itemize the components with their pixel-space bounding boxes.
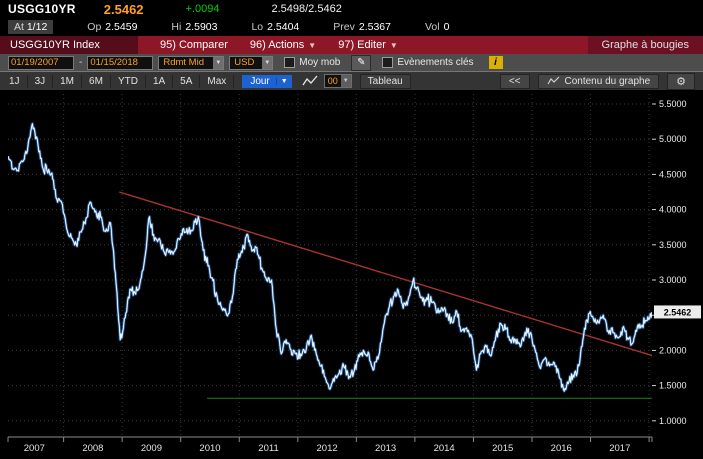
period-3j-button[interactable]: 3J xyxy=(28,74,54,88)
period-max-button[interactable]: Max xyxy=(200,74,235,88)
y-tick-label: 4.5000 xyxy=(659,169,687,179)
price-line-mid xyxy=(8,122,652,393)
overlay-count-dropdown[interactable]: 00 ▼ xyxy=(323,74,352,88)
at-value: 1/12 xyxy=(26,21,48,33)
chart-type-title: Graphe à bougies xyxy=(587,36,703,54)
line-chart-icon xyxy=(302,75,318,86)
period-5a-button[interactable]: 5A xyxy=(173,74,201,88)
annotate-button[interactable]: ✎ xyxy=(351,54,372,71)
chevron-down-icon: ▼ xyxy=(262,56,273,69)
menu-bar: USGG10YR Index 95) Comparer 96) Actions … xyxy=(0,36,703,54)
y-tick-label: 5.0000 xyxy=(659,134,687,144)
x-tick-label: 2016 xyxy=(551,443,572,454)
last-price-badge-label: 2.5462 xyxy=(664,307,692,317)
y-tick-label: 4.0000 xyxy=(659,205,687,215)
x-tick-label: 2007 xyxy=(24,443,45,454)
line-chart-type-button[interactable] xyxy=(300,74,320,88)
date-range-separator: - xyxy=(79,57,83,68)
price-change: +.0094 xyxy=(185,3,220,15)
period-1j-button[interactable]: 1J xyxy=(2,74,28,88)
end-date-input[interactable] xyxy=(87,55,154,70)
moving-average-checkbox[interactable]: Moy mob xyxy=(284,57,340,68)
period-1a-button[interactable]: 1A xyxy=(146,74,174,88)
checkbox-icon xyxy=(382,57,394,68)
pencil-icon: ✎ xyxy=(357,57,366,68)
mini-chart-icon xyxy=(546,76,559,85)
chevron-down-icon: ▼ xyxy=(308,40,317,50)
stat-volume: Vol 0 xyxy=(425,21,450,33)
currency-dropdown[interactable]: USD ▼ xyxy=(229,55,274,70)
chart-settings-toolbar: - Rdmt Mid ▼ USD ▼ Moy mob ✎ Evènements … xyxy=(0,54,703,72)
chart-content-button[interactable]: Contenu du graphe xyxy=(537,73,660,89)
y-tick-label: 1.0000 xyxy=(659,416,687,426)
y-tick-label: 3.5000 xyxy=(659,240,687,250)
stat-open: Op 2.5459 xyxy=(87,21,138,33)
menu-compare[interactable]: 95) Comparer xyxy=(160,39,228,51)
x-tick-label: 2012 xyxy=(317,443,338,454)
gear-icon: ⚙ xyxy=(676,75,686,88)
last-price: 2.5462 xyxy=(103,1,144,17)
collapse-panel-button[interactable]: << xyxy=(499,73,530,89)
chevron-down-icon: ▼ xyxy=(340,75,351,87)
quote-header-row: USGG10YR 2.5462 +.0094 2.5498/2.5462 xyxy=(0,0,703,18)
info-button[interactable]: i xyxy=(488,56,503,69)
x-tick-label: 2017 xyxy=(609,443,630,454)
table-view-button[interactable]: Tableau xyxy=(359,73,411,89)
menu-actions[interactable]: 96) Actions ▼ xyxy=(249,39,317,51)
y-tick-label: 2.0000 xyxy=(659,345,687,355)
security-selector[interactable]: USGG10YR Index xyxy=(0,36,138,54)
x-tick-label: 2008 xyxy=(82,443,103,454)
checkbox-icon xyxy=(284,57,296,68)
x-tick-label: 2011 xyxy=(258,443,278,454)
bid-ask: 2.5498/2.5462 xyxy=(271,3,342,15)
x-tick-label: 2015 xyxy=(492,443,513,454)
stat-low: Lo 2.5404 xyxy=(251,21,300,33)
last-price-badge xyxy=(654,305,701,319)
y-tick-label: 3.0000 xyxy=(659,275,687,285)
start-date-input[interactable] xyxy=(8,55,74,70)
ticker-symbol: USGG10YR xyxy=(8,2,76,16)
chart-period-toolbar: 1J 3J 1M 6M YTD 1A 5A Max Jour ▼ 00 ▼ Ta… xyxy=(0,72,703,90)
period-6m-button[interactable]: 6M xyxy=(82,74,111,88)
price-chart-canvas[interactable]: 2007 2008 2009 2010 2011 2012 2013 2014 2015 2016… xyxy=(0,90,703,459)
x-tick-label: 2013 xyxy=(375,443,396,454)
stat-high: Hi 2.5903 xyxy=(171,21,218,33)
quote-stats-row: At 1/12 Op 2.5459 Hi 2.5903 Lo 2.5404 Prev 2… xyxy=(0,18,703,36)
price-line xyxy=(8,123,652,392)
x-tick-label: 2010 xyxy=(199,443,220,454)
as-of-time-chip: At 1/12 xyxy=(8,20,54,34)
stat-prev: Prev 2.5367 xyxy=(333,21,391,33)
key-events-checkbox[interactable]: Evènements clés xyxy=(382,57,474,68)
chevron-down-icon: ▼ xyxy=(389,40,398,50)
period-ytd-button[interactable]: YTD xyxy=(111,74,146,88)
menu-edit[interactable]: 97) Editer ▼ xyxy=(338,39,398,51)
y-tick-label: 5.5000 xyxy=(659,99,687,109)
x-tick-label: 2014 xyxy=(434,443,455,454)
period-1m-button[interactable]: 1M xyxy=(53,74,83,88)
x-tick-label: 2009 xyxy=(141,443,162,454)
y-tick-label: 1.5000 xyxy=(659,381,687,391)
at-label: At xyxy=(14,21,24,33)
settings-gear-button[interactable]: ⚙ xyxy=(667,72,695,90)
trend-line xyxy=(119,191,652,357)
field-dropdown[interactable]: Rdmt Mid ▼ xyxy=(158,55,225,70)
chevron-down-icon: ▼ xyxy=(213,56,224,69)
chevron-down-icon: ▼ xyxy=(275,77,292,85)
price-line-glow xyxy=(8,122,652,393)
frequency-dropdown[interactable]: Jour ▼ xyxy=(242,74,292,88)
